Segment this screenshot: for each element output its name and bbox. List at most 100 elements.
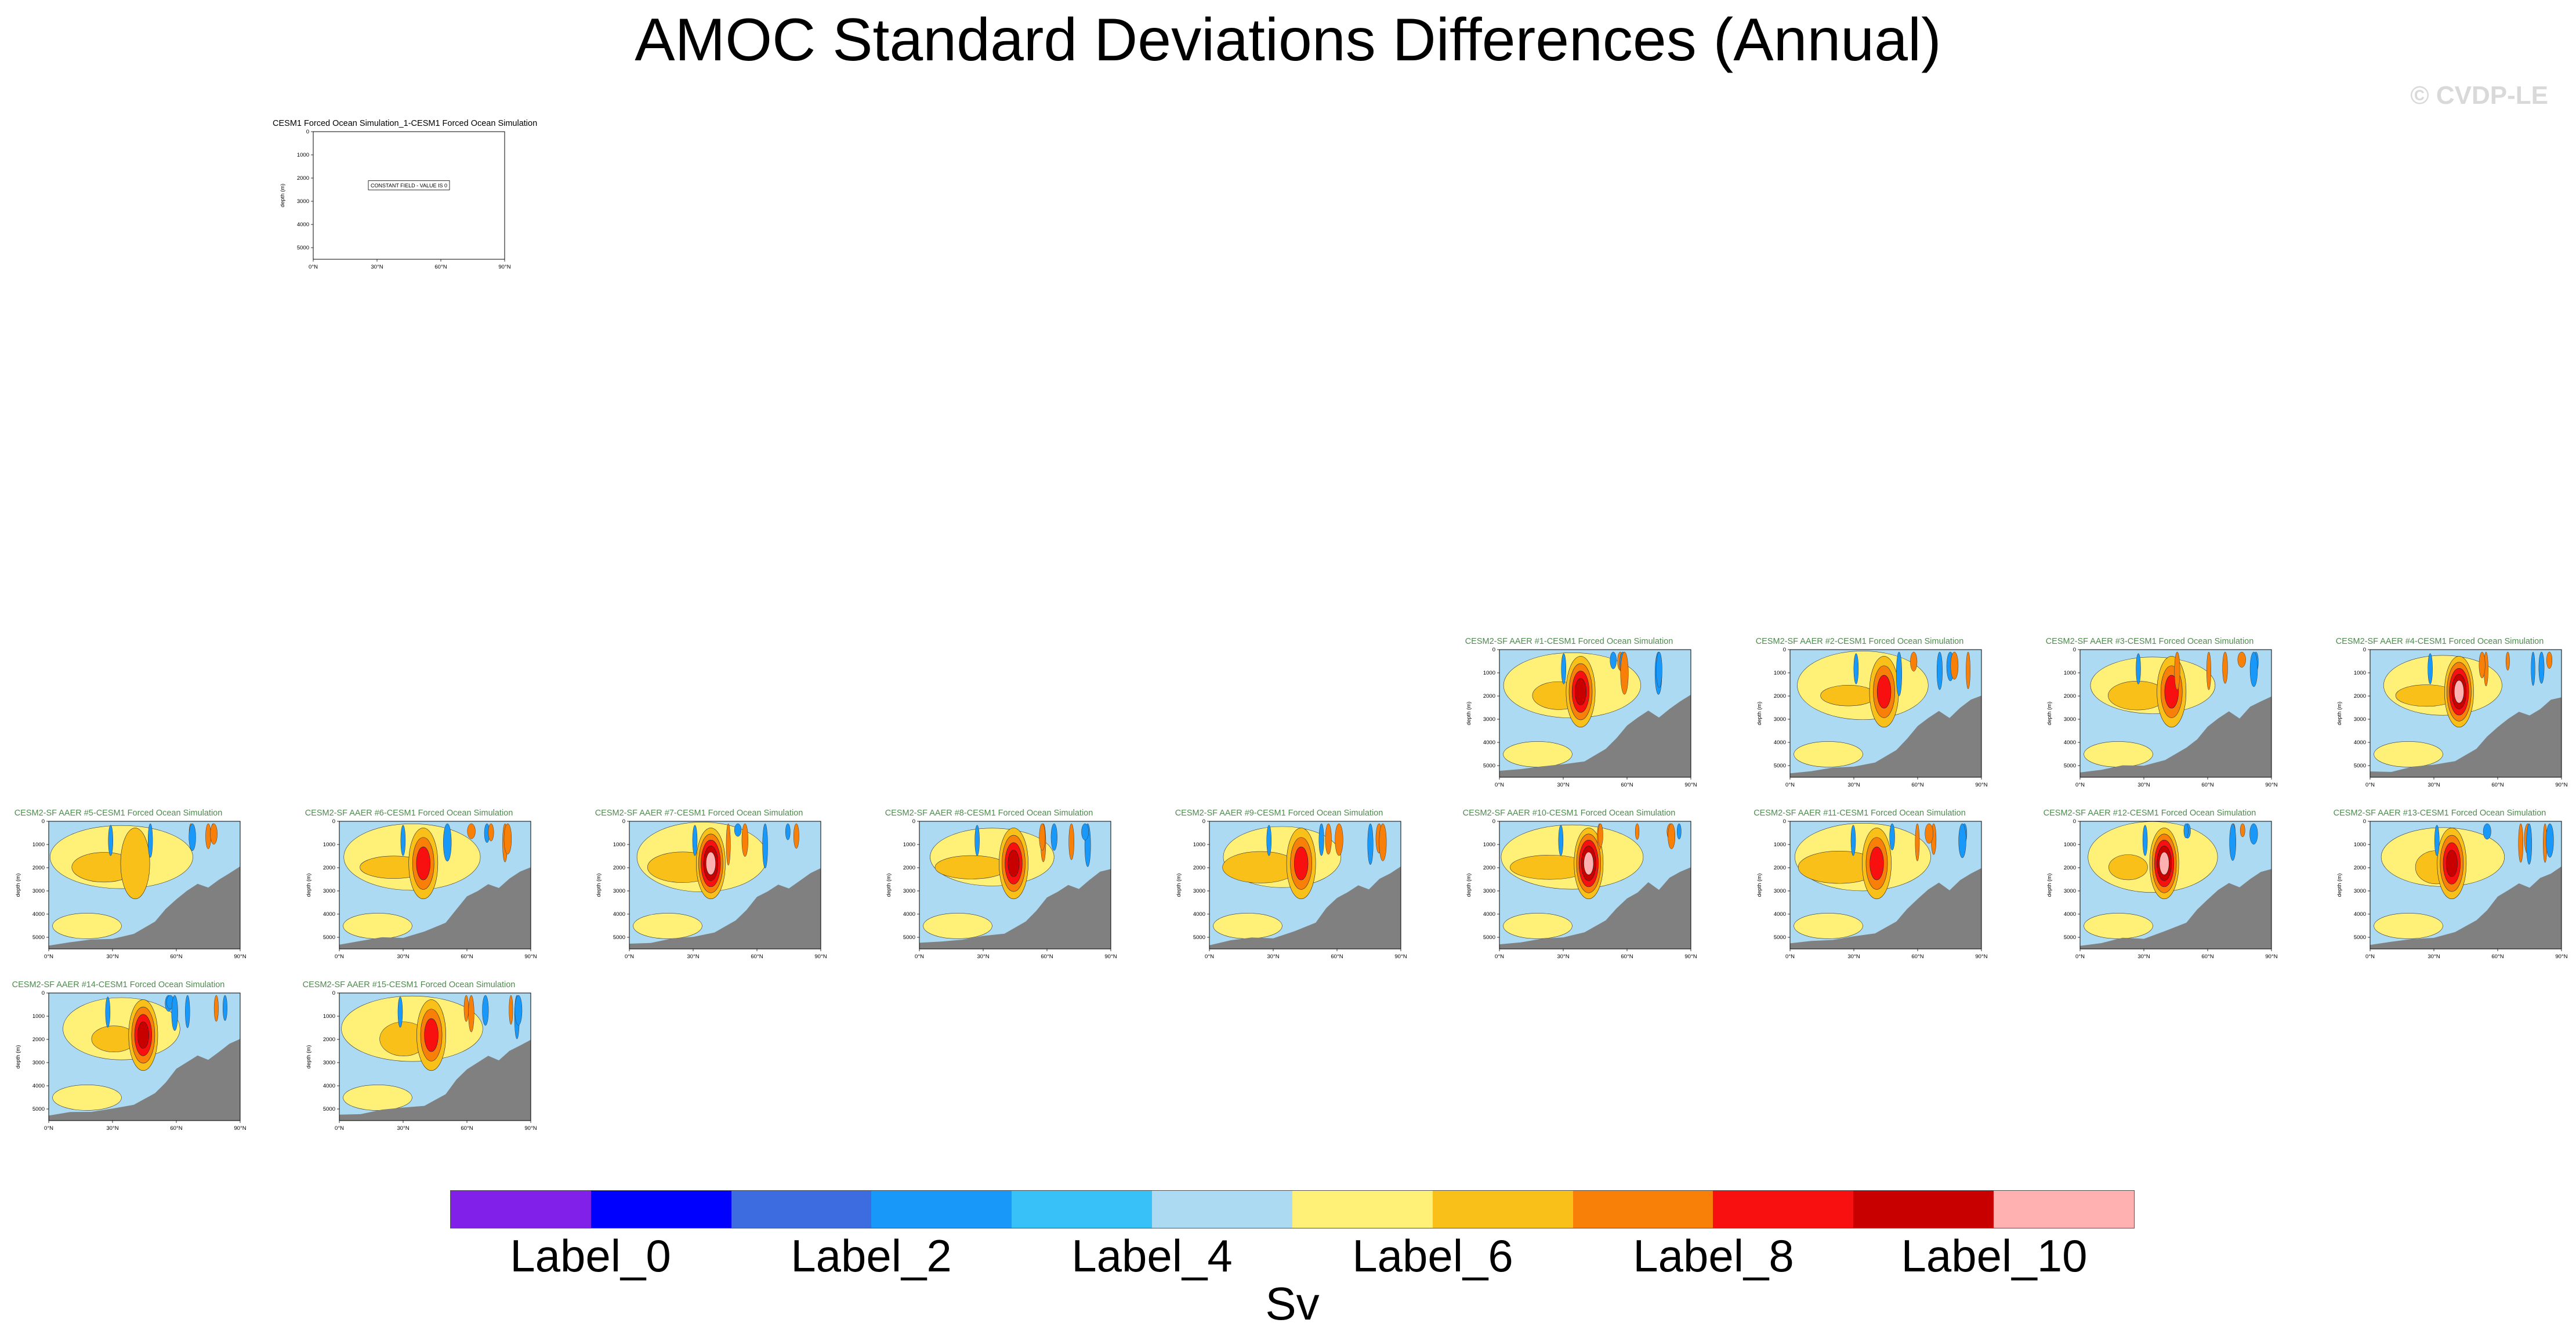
y-tick-label: 1000	[613, 842, 625, 848]
x-tick-label: 60°N	[434, 264, 447, 270]
y-tick-label: 4000	[903, 911, 915, 918]
x-tick-label: 30°N	[2428, 782, 2440, 788]
streak	[1925, 823, 1933, 844]
streak	[734, 823, 742, 837]
colorbar-segment-7	[1432, 1191, 1573, 1228]
y-tick-label: 4000	[32, 911, 45, 918]
x-tick-label: 90°N	[1975, 954, 1987, 960]
bathymetry-mask	[1499, 694, 1691, 777]
y-tick-label: 1000	[2354, 670, 2366, 676]
x-tick-label: 0°N	[335, 1125, 344, 1132]
y-tick-label: 3000	[2064, 888, 2076, 894]
streak	[726, 823, 731, 866]
x-tick-label: 30°N	[1557, 954, 1569, 960]
y-tick-label: 5000	[297, 245, 309, 251]
core-contour	[120, 828, 150, 900]
y-axis-label: depth (m)	[1756, 874, 1763, 897]
contour-deep	[2374, 741, 2443, 767]
y-axis-label: depth (m)	[280, 184, 286, 208]
contour-deep	[1503, 741, 1573, 767]
streak	[147, 823, 153, 858]
x-tick-label: 90°N	[524, 954, 537, 960]
panel-plot: 0 1000 2000 3000 4000 5000 0°N 30°N 60°N 90°N dept…	[306, 818, 537, 960]
plot-frame	[1499, 821, 1691, 949]
streak	[2483, 823, 2491, 840]
y-tick-label: 3000	[1193, 888, 1205, 894]
streak	[1620, 651, 1629, 695]
y-tick-label: 3000	[2354, 888, 2366, 894]
panel-title: CESM2-SF AAER #7-CESM1 Forced Ocean Simu…	[595, 809, 803, 818]
plot-frame	[2370, 821, 2562, 949]
y-tick-label: 4000	[323, 911, 335, 918]
panel-plot: 0 1000 2000 3000 4000 5000 0°N 30°N 60°N 90°N dept…	[1466, 818, 1697, 960]
y-tick-label: 1000	[1483, 670, 1495, 676]
plot-frame	[1209, 821, 1401, 949]
y-axis-label: depth (m)	[1176, 874, 1182, 897]
y-tick-label: 5000	[32, 934, 45, 941]
x-tick-label: 30°N	[397, 954, 409, 960]
y-tick-label: 0	[332, 818, 335, 825]
y-tick-label: 1000	[32, 1013, 45, 1020]
x-tick-label: 0°N	[335, 954, 344, 960]
blue-streak	[105, 996, 111, 1028]
x-tick-label: 0°N	[2365, 954, 2375, 960]
core-contour	[2445, 850, 2458, 877]
streak	[1936, 651, 1943, 690]
colorbar-units: Sv	[1265, 1278, 1320, 1329]
streak	[2249, 823, 2258, 845]
colorbar-segment-0	[451, 1191, 591, 1228]
contour-deep	[52, 1085, 122, 1111]
streak	[1610, 651, 1617, 669]
amoc-panel: CESM2-SF AAER #2-CESM1 Forced Ocean Simu…	[1749, 637, 1988, 811]
x-tick-label: 60°N	[2491, 954, 2503, 960]
streak	[1635, 823, 1640, 840]
panel-title: CESM2-SF AAER #1-CESM1 Forced Ocean Simu…	[1465, 637, 1673, 646]
x-tick-label: 0°N	[625, 954, 634, 960]
y-tick-label: 2000	[2354, 693, 2366, 700]
streak	[1379, 823, 1387, 861]
x-tick-label: 60°N	[2491, 782, 2503, 788]
streak	[1668, 823, 1676, 849]
x-tick-label: 30°N	[371, 264, 383, 270]
y-axis-label: depth (m)	[15, 1045, 21, 1069]
x-tick-label: 90°N	[2265, 954, 2277, 960]
panel-title: CESM1 Forced Ocean Simulation_1-CESM1 Fo…	[273, 119, 538, 128]
x-tick-label: 90°N	[2555, 954, 2567, 960]
core-contour	[1575, 678, 1587, 705]
plot-frame	[339, 821, 531, 949]
y-tick-label: 2000	[1483, 693, 1495, 700]
contour-deep	[2084, 913, 2153, 939]
y-tick-label: 2000	[1193, 865, 1205, 871]
y-tick-label: 5000	[1774, 763, 1786, 769]
contour-deep	[1794, 913, 1863, 939]
y-tick-label: 3000	[1774, 888, 1786, 894]
x-tick-label: 30°N	[1847, 782, 1860, 788]
amoc-panel: CESM2-SF AAER #4-CESM1 Forced Ocean Simu…	[2329, 637, 2568, 811]
core-contour	[1876, 675, 1892, 709]
y-tick-label: 3000	[2064, 716, 2076, 723]
x-tick-label: 0°N	[915, 954, 924, 960]
x-tick-label: 60°N	[461, 954, 473, 960]
streak	[741, 823, 748, 857]
x-tick-label: 30°N	[687, 954, 699, 960]
y-tick-label: 3000	[323, 888, 335, 894]
streak	[509, 995, 513, 1025]
colorbar-label: Label_4	[1071, 1230, 1233, 1281]
blue-streak	[1853, 653, 1859, 684]
streak	[1081, 823, 1089, 840]
blue-streak	[974, 825, 980, 856]
colorbar-segment-1	[590, 1191, 731, 1228]
blue-streak	[1558, 825, 1564, 856]
x-tick-label: 60°N	[461, 1125, 473, 1132]
x-tick-label: 90°N	[1684, 954, 1697, 960]
streak	[762, 823, 768, 869]
x-tick-label: 30°N	[2137, 954, 2150, 960]
y-tick-label: 0	[1783, 647, 1786, 653]
panel-plot: 0 1000 2000 3000 4000 5000 0°N 30°N 60°N 90°N dept…	[2046, 818, 2278, 960]
colorbar-segment-3	[871, 1191, 1012, 1228]
x-tick-label: 90°N	[814, 954, 827, 960]
panel-plot: 0 1000 2000 3000 4000 5000 0°N 30°N 60°N 90°N dept…	[886, 818, 1117, 960]
x-tick-label: 30°N	[397, 1125, 409, 1132]
y-tick-label: 0	[1492, 647, 1495, 653]
streak	[222, 995, 227, 1021]
